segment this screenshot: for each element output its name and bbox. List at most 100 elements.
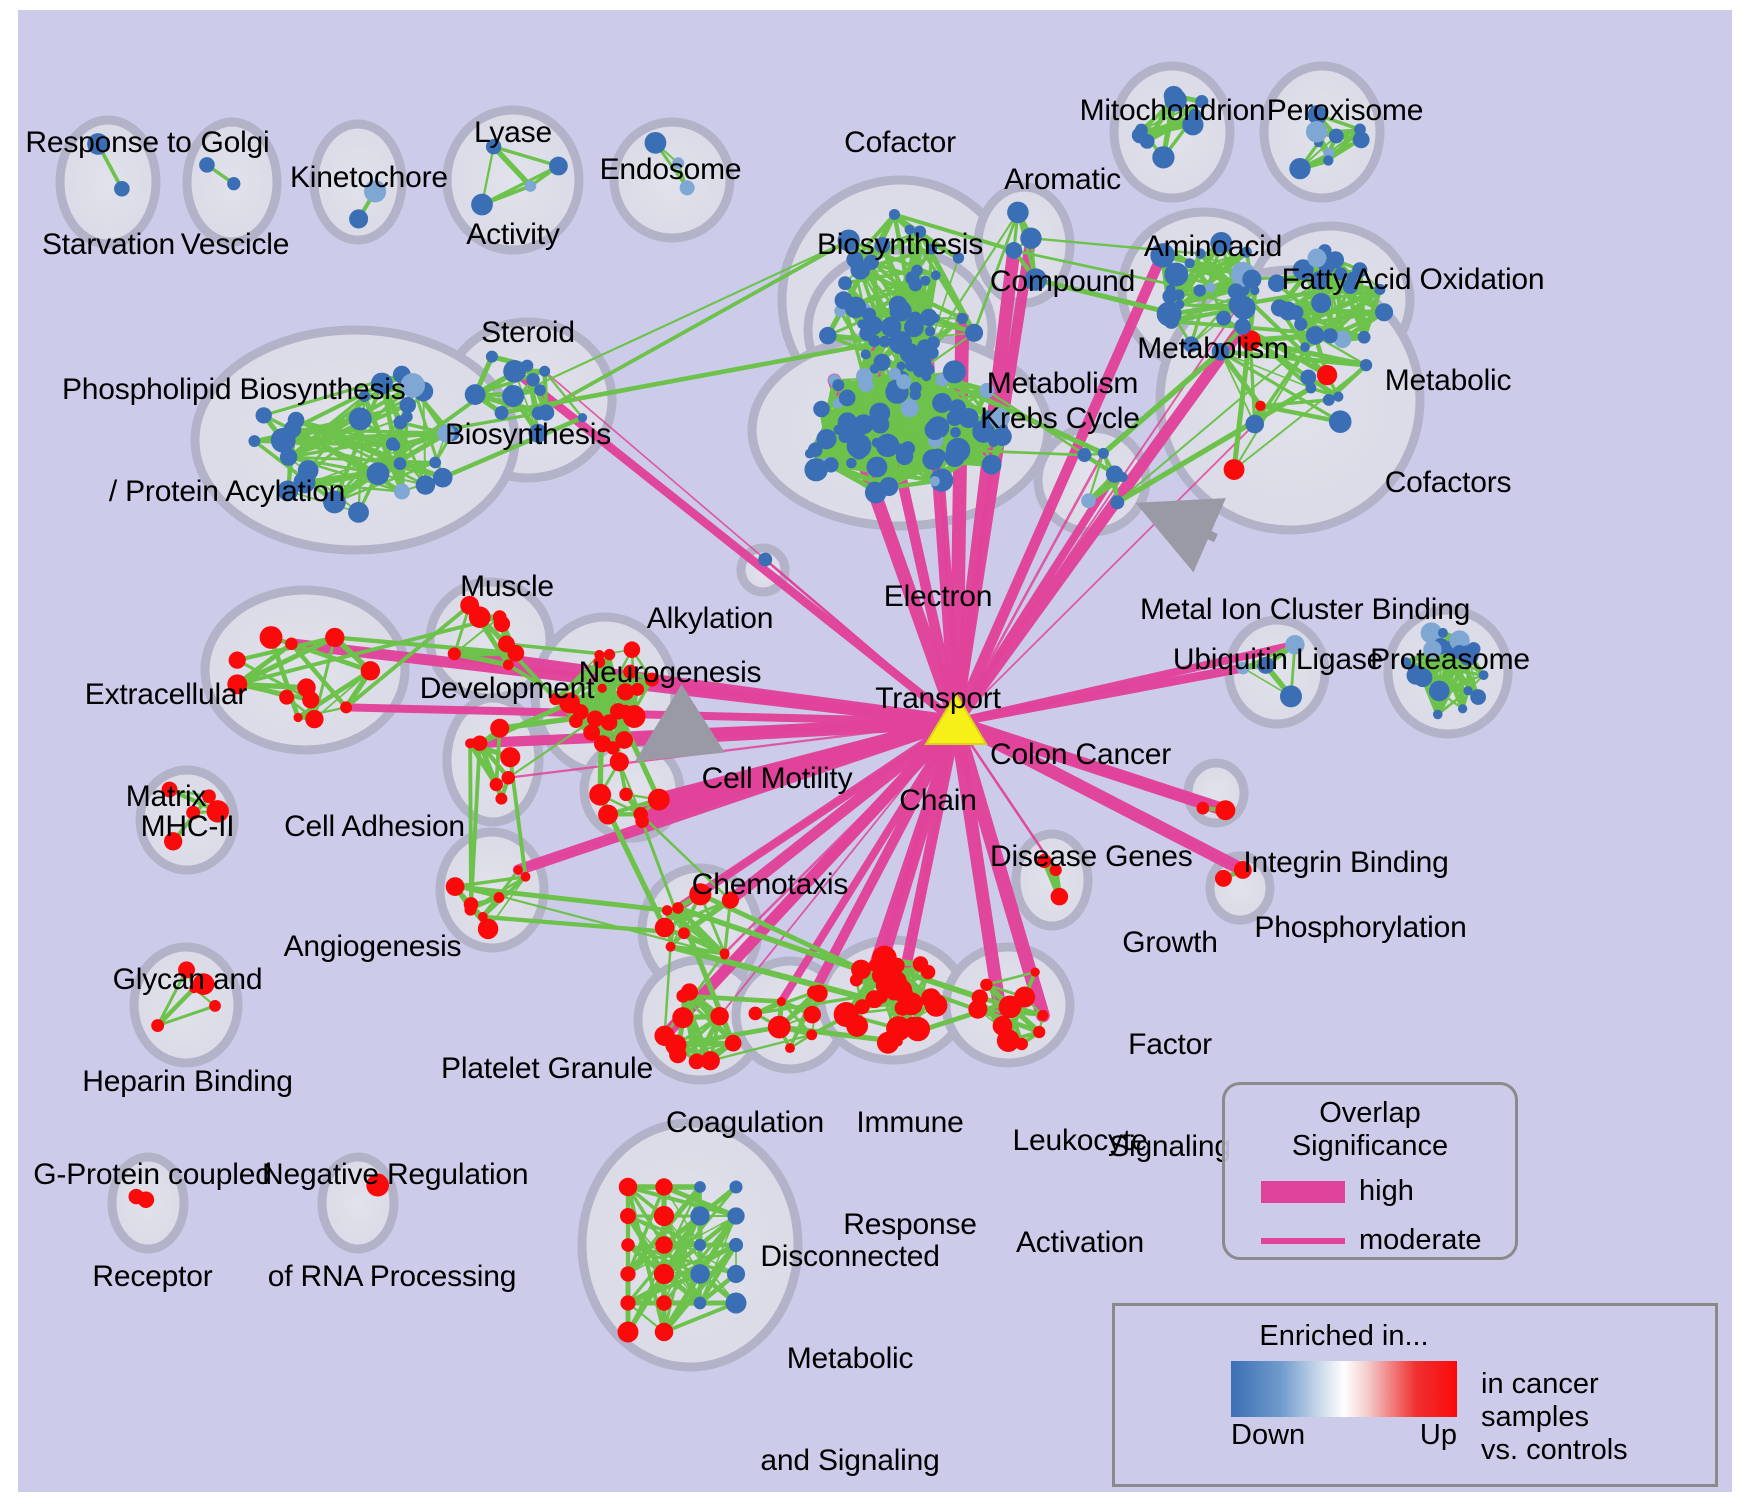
label-line: Immune [856,1106,964,1139]
gene-set-nodes [87,85,1489,1343]
label-electron-transport-chain: Electron Transport Chain [848,512,1028,886]
label-leukocyte-activation: Leukocyte Activation [985,1056,1175,1328]
label-steroid-biosynthesis: Steroid Biosynthesis [412,248,644,520]
label-coagulation: Coagulation [650,1038,840,1208]
moderate-significance-swatch [1261,1237,1345,1244]
label-line: Matrix [125,780,207,813]
label-line: Factor [1128,1028,1212,1061]
label-line: Cofactors [1384,466,1512,499]
scale-high-label: Up [1419,1419,1457,1451]
label-g-protein-coupled-receptor: G-Protein coupled Receptor [30,1090,275,1362]
label-line: Metabolism [1137,332,1289,365]
label-proteasome: Proteasome [1350,575,1550,745]
label-line: Starvation [41,228,176,261]
label-line: Transport [875,682,1001,715]
label-line: Biosynthesis [816,228,983,261]
label-line: of RNA Processing [267,1260,517,1293]
label-line: Platelet Granule [441,1052,653,1085]
label-muscle-development: Muscle Development [392,502,622,774]
label-line: Neurogenesis [578,656,762,689]
enrichment-color-scale [1231,1361,1457,1417]
label-line: Lyase [474,116,552,149]
label-growth-factor-signaling: Growth Factor Signaling [1080,858,1260,1232]
legend-enrichment-title: Enriched in... [1259,1320,1429,1352]
label-line: Disease Genes [990,840,1193,873]
label-chemotaxis: Chemotaxis [670,800,870,970]
label-glycan-heparin-binding: Glycan and Heparin Binding [80,895,295,1167]
label-line: Golgi [200,126,270,159]
caption-line: in cancer [1481,1368,1599,1400]
label-line: Fatty Acid Oxidation [1281,263,1545,296]
label-phosphorylation: Phosphorylation [1253,843,1468,1013]
legend-row-high: high [1261,1175,1515,1208]
label-line: Angiogenesis [283,930,462,963]
label-line: Aromatic [1004,163,1121,196]
label-line: Growth [1122,926,1218,959]
label-line: Integrin Binding [1243,846,1449,879]
label-line: Negative Regulation [262,1158,529,1191]
label-line: Alkylation [646,602,774,635]
label-line: Ubiquitin Ligase [1172,643,1384,676]
label-phospholipid-biosynthesis: Phospholipid Biosynthesis / Protein Acyl… [62,305,406,577]
label-line: Receptor [92,1260,213,1293]
label-line: Biosynthesis [444,418,611,451]
label-neurogenesis: Neurogenesis [550,588,790,758]
label-line: G-Protein coupled [33,1158,272,1191]
caption-line: samples [1481,1401,1589,1433]
label-cofactor-biosynthesis: Cofactor Biosynthesis [790,58,1010,330]
label-line: Kinetochore [290,161,448,194]
label-line: Metabolic [786,1342,914,1375]
label-line: Response [843,1208,977,1241]
label-aromatic-compound-metabolism: Aromatic Compound Metabolism [960,95,1165,469]
label-extracellular-matrix: Extracellular Matrix [56,610,276,882]
label-fatty-acid-oxidation: Fatty Acid Oxidation [1268,195,1558,365]
label-line: Vescicle [180,228,290,261]
label-line: Cell Motility [701,762,853,795]
label-line: Muscle [460,570,554,603]
label-kinetochore: Kinetochore [290,93,448,263]
label-line: Mitochondrion [1079,94,1266,127]
label-line: Activity [466,218,560,251]
label-line: Metabolism [986,367,1139,400]
hub-triangle[interactable] [924,692,988,745]
label-alkylation: Alkylation [620,534,800,704]
label-line: Krebs Cycle [980,402,1140,435]
label-line: MHC-II [140,810,235,843]
label-peroxisome: Peroxisome [1240,26,1450,196]
label-metabolic-cofactors: Metabolic Cofactors [1348,296,1548,568]
label-line: Aminoacid [1143,230,1283,263]
label-line: Signaling [1109,1130,1231,1163]
label-mitochondrion: Mitochondrion [1040,26,1305,196]
label-line: Activation [1015,1226,1145,1259]
caption-line: vs. controls [1481,1434,1628,1466]
label-line: Response to [25,126,192,159]
label-endosome: Endosome [588,85,753,255]
legend-enrichment: Enriched in... Down Up in cancer samples… [1112,1303,1718,1487]
label-line: Phosphorylation [1254,911,1467,944]
label-line: Glycan and [112,963,263,996]
label-line: Coagulation [666,1106,824,1139]
label-line: Phospholipid Biosynthesis [62,373,406,406]
legend-overlap-title: Overlap Significance [1225,1097,1515,1163]
legend-enrichment-caption: in cancer samples vs. controls [1481,1368,1628,1467]
label-line: Heparin Binding [82,1065,293,1098]
label-line: Endosome [599,153,742,186]
label-line: Chemotaxis [691,868,849,901]
label-line: Metabolic [1384,364,1512,397]
label-line: / Protein Acylation [108,475,346,508]
label-ubiquitin-ligase: Ubiquitin Ligase [1148,575,1408,745]
label-line: Cofactor [844,126,956,159]
label-disconnected-gene-sets: Disconnected Metabolic and Signaling Gen… [740,1172,960,1507]
label-line: Electron [883,580,993,613]
label-cell-adhesion: Cell Adhesion [282,742,467,912]
label-line: Steroid [481,316,575,349]
label-cell-motility: Cell Motility [692,694,862,864]
label-response-to-starvation: Response to Starvation [16,58,201,330]
high-significance-swatch [1261,1180,1345,1203]
label-line: Disconnected [760,1240,940,1273]
label-line: Leukocyte [1012,1124,1148,1157]
metal-ion-arrow [1135,498,1226,573]
label-platelet-granule: Platelet Granule [437,984,657,1154]
label-line: Proteasome [1370,643,1530,676]
cell-motility-arrow [634,684,725,762]
